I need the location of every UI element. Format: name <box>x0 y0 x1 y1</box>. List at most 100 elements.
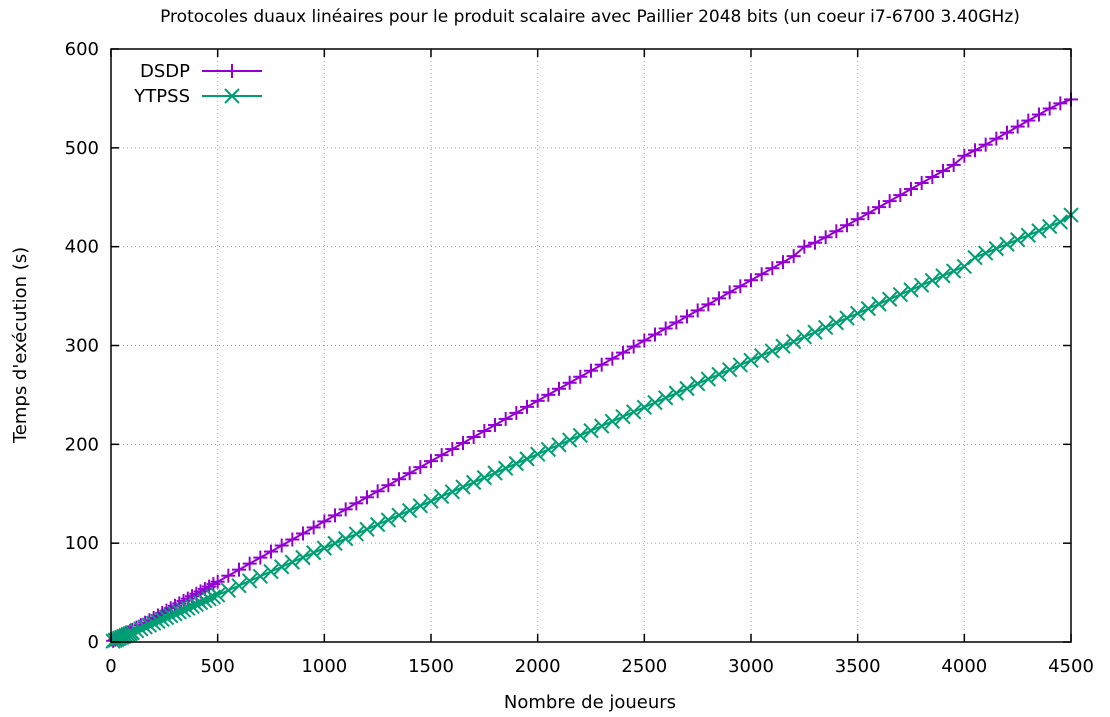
data-point <box>636 399 653 415</box>
data-point <box>359 521 375 538</box>
data-point <box>785 333 802 350</box>
legend-marker <box>224 88 240 104</box>
data-point <box>594 357 609 372</box>
x-tick-label: 1000 <box>301 656 347 677</box>
data-point <box>829 224 844 239</box>
data-point <box>1009 232 1026 248</box>
data-point <box>605 351 620 366</box>
data-point <box>828 315 845 331</box>
data-point <box>914 176 929 191</box>
data-point <box>477 423 492 438</box>
data-point <box>978 137 993 152</box>
data-point <box>732 357 749 373</box>
data-point <box>700 371 717 387</box>
data-point <box>253 550 268 565</box>
x-tick-label: 3500 <box>835 656 881 677</box>
data-point <box>679 380 695 397</box>
data-point <box>849 305 866 322</box>
data-point <box>476 469 493 486</box>
y-tick-label: 600 <box>65 39 99 60</box>
data-point <box>765 261 780 276</box>
data-point <box>552 381 566 396</box>
data-point <box>711 366 727 383</box>
data-point <box>690 303 705 318</box>
data-point <box>989 131 1004 146</box>
data-point <box>797 239 812 254</box>
data-point <box>369 516 386 533</box>
data-point <box>465 474 482 491</box>
data-point <box>658 321 673 336</box>
chart-title: Protocoles duaux linéaires pour le produ… <box>160 7 1020 27</box>
data-point <box>133 621 149 637</box>
data-point <box>338 502 353 517</box>
data-point <box>626 339 641 354</box>
data-point <box>141 617 158 633</box>
data-point <box>1020 227 1037 244</box>
data-point <box>904 182 918 197</box>
data-point <box>839 310 855 326</box>
data-point <box>274 538 289 553</box>
data-point <box>840 218 854 233</box>
data-point <box>305 545 322 561</box>
data-point <box>150 613 166 630</box>
data-point <box>583 422 599 439</box>
data-point <box>572 427 589 444</box>
data-point <box>337 531 354 547</box>
data-point <box>444 484 461 500</box>
x-tick-label: 4000 <box>941 656 987 677</box>
data-point <box>561 432 578 448</box>
legend-label: DSDP <box>140 61 190 82</box>
data-point <box>285 532 300 547</box>
data-point <box>1031 223 1047 239</box>
data-point <box>241 573 258 589</box>
data-point <box>171 604 187 620</box>
data-point <box>616 345 630 360</box>
y-tick-label: 300 <box>65 336 99 357</box>
data-point <box>424 454 438 469</box>
data-point <box>881 291 898 307</box>
data-point <box>807 324 823 340</box>
data-point <box>808 235 822 250</box>
x-tick-label: 3000 <box>728 656 774 677</box>
data-point <box>317 514 332 529</box>
data-point <box>956 258 973 275</box>
data-point <box>455 479 471 495</box>
data-point <box>487 465 503 481</box>
data-point <box>625 404 642 420</box>
y-axis-label: Temps d'exécution (s) <box>10 247 31 444</box>
data-point <box>137 619 153 635</box>
data-point <box>1053 96 1068 111</box>
y-tick-label: 100 <box>65 533 99 554</box>
data-point <box>647 394 663 411</box>
data-point <box>519 451 535 467</box>
data-point <box>764 343 781 359</box>
data-point <box>721 362 738 378</box>
data-point <box>892 286 909 303</box>
data-point <box>669 315 684 330</box>
data-point <box>184 598 200 615</box>
data-point <box>818 230 833 245</box>
data-point <box>252 568 269 584</box>
data-point <box>413 460 428 475</box>
data-point <box>188 596 205 613</box>
data-point <box>861 206 876 221</box>
data-point <box>668 385 685 401</box>
data-point <box>263 563 279 580</box>
data-point <box>913 277 930 293</box>
data-point <box>637 333 652 348</box>
data-point <box>1032 107 1046 122</box>
data-point <box>977 245 994 261</box>
series-markers-ytpss <box>105 207 1079 649</box>
data-point <box>509 405 524 420</box>
data-point <box>284 554 301 570</box>
x-axis-label: Nombre de joueurs <box>504 692 676 713</box>
data-point <box>445 442 460 457</box>
data-point <box>145 615 162 631</box>
data-point <box>967 249 983 266</box>
data-point <box>562 375 577 390</box>
data-point <box>540 441 557 458</box>
data-point <box>871 296 887 312</box>
data-point <box>381 478 396 493</box>
data-point <box>348 526 365 542</box>
